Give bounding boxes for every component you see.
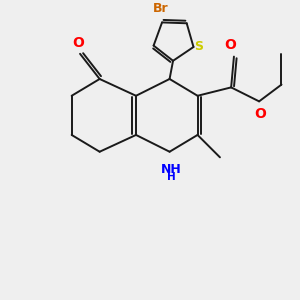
Text: O: O (73, 36, 85, 50)
Text: O: O (255, 107, 266, 121)
Text: S: S (194, 40, 203, 53)
Text: O: O (225, 38, 236, 52)
Text: NH: NH (160, 163, 182, 176)
Text: Br: Br (153, 2, 169, 15)
Text: H: H (167, 172, 176, 182)
